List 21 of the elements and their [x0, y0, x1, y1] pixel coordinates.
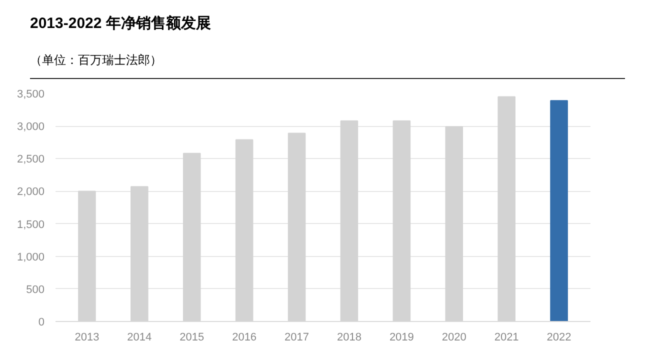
x-tick-label: 2019: [389, 332, 414, 343]
x-tick-label: 2014: [127, 332, 152, 343]
x-tick-label: 2015: [180, 332, 204, 343]
chart-subtitle: （单位：百万瑞士法郎）: [30, 52, 625, 79]
y-tick-label: 2,000: [16, 186, 45, 198]
bar: [550, 100, 568, 322]
chart-title: 2013-2022 年净销售额发展: [30, 14, 212, 34]
x-tick-label: 2013: [74, 332, 100, 343]
x-tick-label: 2022: [546, 332, 572, 343]
y-tick-label: 2,500: [16, 154, 45, 166]
y-tick-label: 1,500: [16, 218, 45, 231]
y-tick-label: 0: [38, 316, 45, 328]
y-tick-label: 1,000: [16, 251, 45, 264]
y-tick-label: 3,500: [16, 88, 45, 100]
x-tick-label: 2020: [442, 332, 466, 343]
x-tick-label: 2021: [494, 332, 519, 343]
y-tick-label: 3,000: [16, 121, 45, 134]
y-tick-label: 500: [26, 284, 45, 296]
x-tick-label: 2018: [336, 332, 362, 343]
x-tick-label: 2016: [232, 332, 257, 343]
x-tick-label: 2017: [284, 332, 310, 343]
